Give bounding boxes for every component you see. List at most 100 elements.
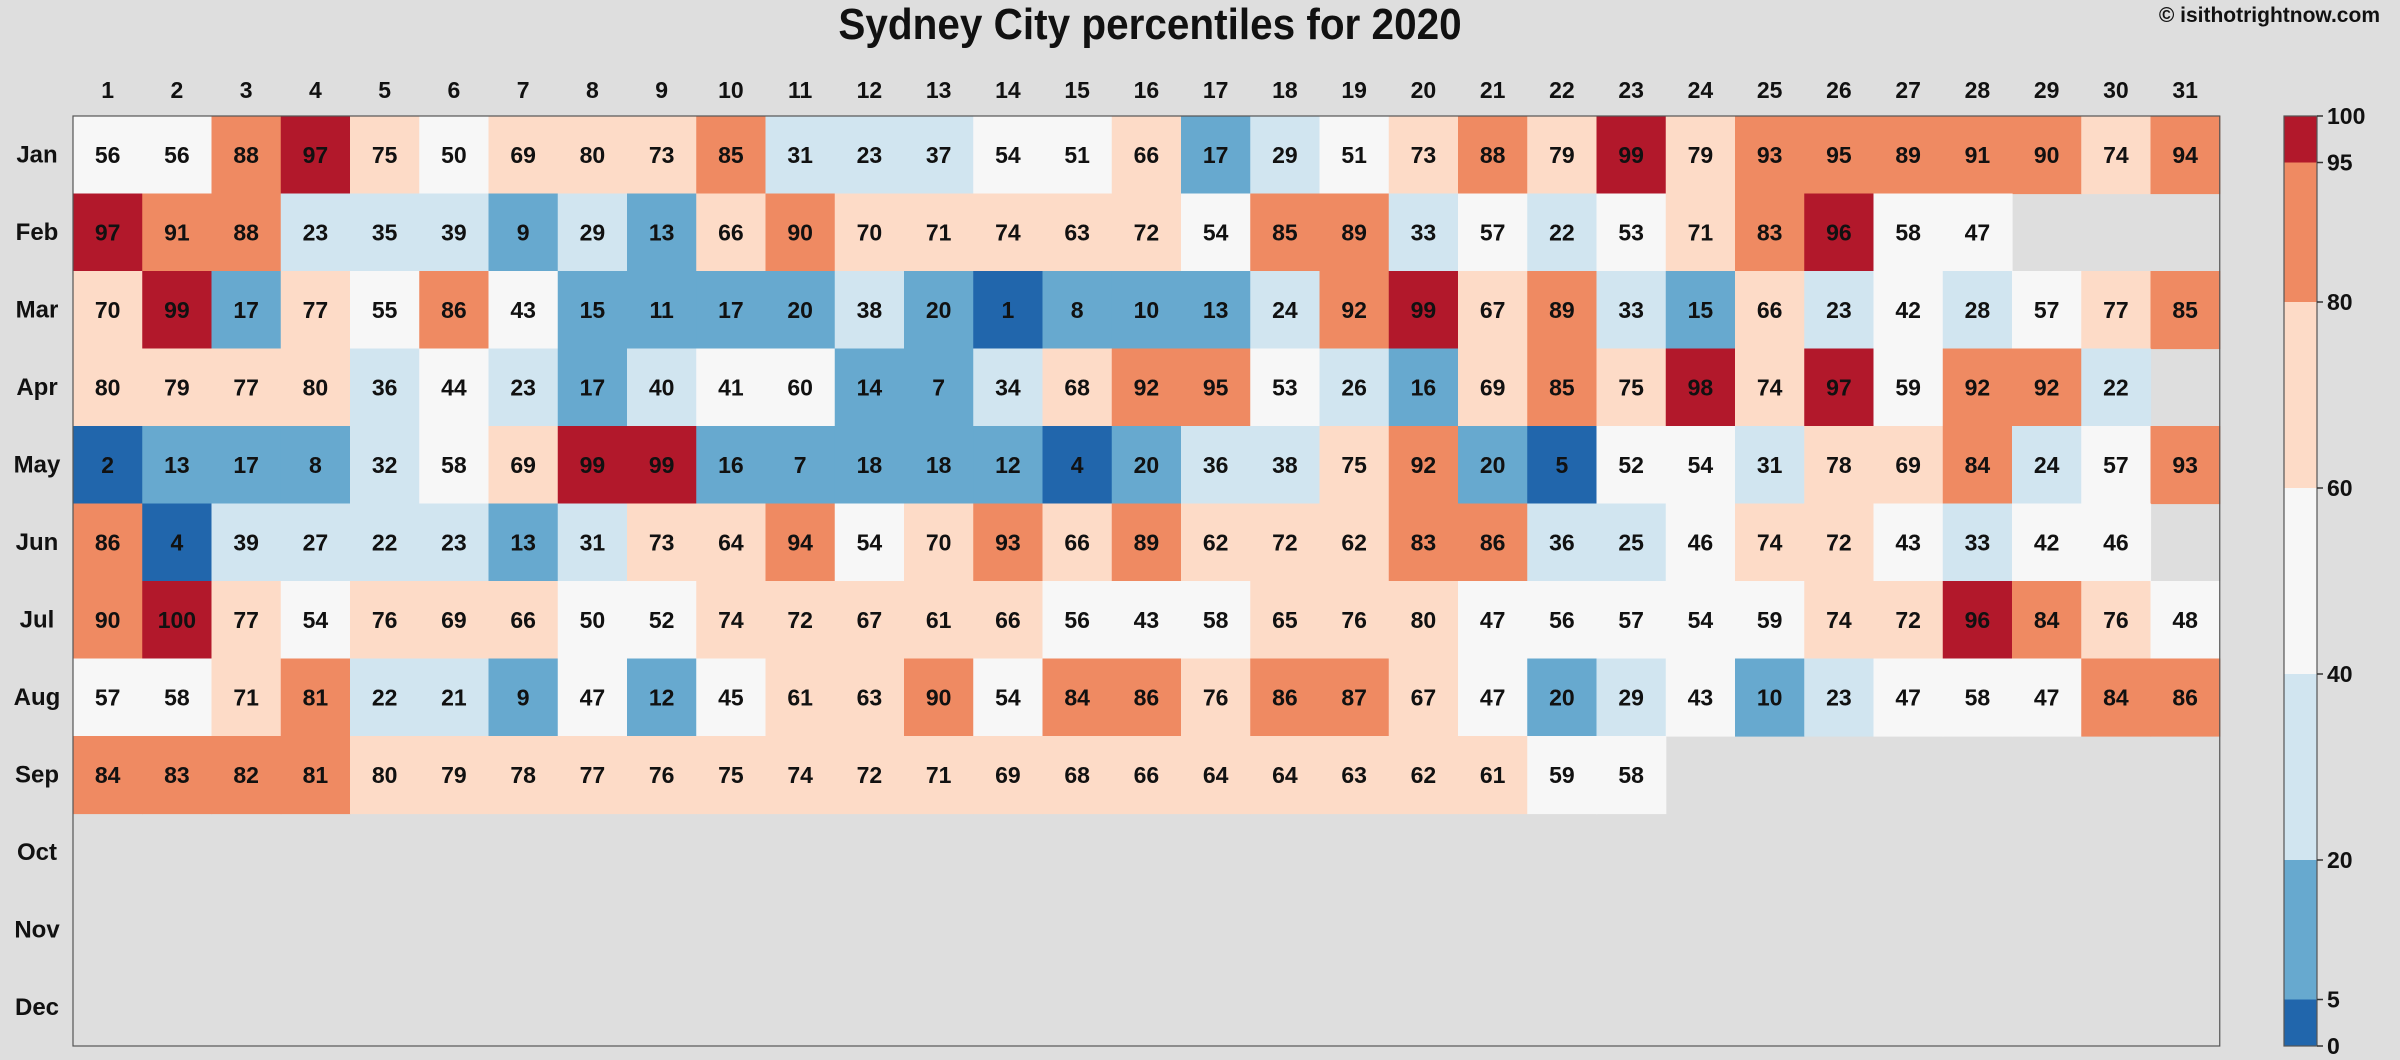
cell-value-label: 21 bbox=[441, 684, 467, 710]
cell-value-label: 68 bbox=[1064, 374, 1090, 400]
cell-value-label: 68 bbox=[1064, 762, 1090, 788]
heatmap-cell bbox=[1042, 581, 1113, 660]
cell-value-label: 71 bbox=[1688, 219, 1714, 245]
cell-value-label: 92 bbox=[1965, 374, 1991, 400]
colorbar-tick-label: 20 bbox=[2327, 847, 2353, 873]
heatmap-cell bbox=[73, 193, 143, 272]
heatmap-cell bbox=[280, 116, 351, 195]
heatmap-cell bbox=[1942, 426, 2013, 505]
heatmap-cell bbox=[696, 116, 767, 195]
cell-value-label: 83 bbox=[1411, 529, 1437, 555]
heatmap-cell bbox=[1111, 193, 1182, 272]
cell-value-label: 7 bbox=[794, 452, 807, 478]
heatmap-cell bbox=[73, 658, 143, 737]
heatmap-cell bbox=[211, 271, 282, 350]
heatmap-cell bbox=[419, 426, 490, 505]
heatmap-cell bbox=[904, 426, 974, 505]
heatmap-cell bbox=[1111, 426, 1182, 505]
cell-value-label: 71 bbox=[926, 219, 952, 245]
heatmap-cell bbox=[2012, 503, 2082, 582]
cell-value-label: 36 bbox=[1549, 529, 1575, 555]
cell-value-label: 13 bbox=[164, 452, 190, 478]
heatmap-cell bbox=[1804, 116, 1875, 195]
cell-value-label: 23 bbox=[1826, 297, 1852, 323]
heatmap-cell bbox=[2150, 581, 2221, 660]
cell-value-label: 79 bbox=[164, 374, 190, 400]
day-tick-label: 13 bbox=[926, 77, 952, 103]
cell-value-label: 66 bbox=[1134, 142, 1160, 168]
cell-value-label: 61 bbox=[926, 607, 952, 633]
heatmap-cell bbox=[2081, 658, 2152, 737]
cell-value-label: 86 bbox=[1480, 529, 1506, 555]
heatmap-cell bbox=[1181, 116, 1251, 195]
cell-value-label: 67 bbox=[1411, 684, 1437, 710]
heatmap-cell bbox=[1527, 271, 1598, 350]
heatmap-cell bbox=[280, 658, 351, 737]
heatmap-cell bbox=[1111, 736, 1182, 815]
cell-value-label: 99 bbox=[649, 452, 675, 478]
heatmap-cell bbox=[1250, 736, 1321, 815]
heatmap-cell bbox=[1596, 116, 1667, 195]
cell-value-label: 77 bbox=[580, 762, 606, 788]
cell-value-label: 23 bbox=[441, 529, 467, 555]
month-tick-label: Oct bbox=[17, 839, 57, 866]
heatmap-cell bbox=[1319, 426, 1390, 505]
heatmap-cell bbox=[765, 426, 836, 505]
heatmap-cell bbox=[2081, 348, 2152, 427]
cell-value-label: 47 bbox=[1895, 684, 1921, 710]
cell-value-label: 92 bbox=[2034, 374, 2060, 400]
cell-value-label: 59 bbox=[1895, 374, 1921, 400]
day-tick-label: 23 bbox=[1618, 77, 1644, 103]
cell-value-label: 65 bbox=[1272, 607, 1298, 633]
cell-value-label: 39 bbox=[233, 529, 259, 555]
cell-value-label: 22 bbox=[1549, 219, 1575, 245]
cell-value-label: 92 bbox=[1341, 297, 1367, 323]
colorbar-tick-label: 80 bbox=[2327, 289, 2353, 315]
heatmap-cell bbox=[1873, 581, 1944, 660]
heatmap-cell bbox=[1042, 503, 1113, 582]
cell-value-label: 80 bbox=[1411, 607, 1437, 633]
cell-value-label: 10 bbox=[1134, 297, 1160, 323]
cell-value-label: 38 bbox=[1272, 452, 1298, 478]
heatmap-cell bbox=[211, 503, 282, 582]
heatmap-cell bbox=[834, 426, 905, 505]
cell-value-label: 8 bbox=[309, 452, 322, 478]
heatmap-cell bbox=[73, 581, 143, 660]
heatmap-cell bbox=[280, 503, 351, 582]
heatmap-cell bbox=[211, 736, 282, 815]
cell-value-label: 26 bbox=[1341, 374, 1367, 400]
cell-value-label: 96 bbox=[1826, 219, 1852, 245]
cell-value-label: 83 bbox=[164, 762, 190, 788]
cell-value-label: 58 bbox=[1618, 762, 1644, 788]
heatmap-cell bbox=[696, 503, 767, 582]
day-tick-label: 25 bbox=[1757, 77, 1783, 103]
heatmap-cell bbox=[973, 193, 1044, 272]
cell-value-label: 32 bbox=[372, 452, 398, 478]
cell-value-label: 42 bbox=[1895, 297, 1921, 323]
cell-value-label: 45 bbox=[718, 684, 744, 710]
heatmap-cell bbox=[834, 503, 905, 582]
cell-value-label: 13 bbox=[1203, 297, 1229, 323]
heatmap-cell bbox=[834, 581, 905, 660]
cell-value-label: 85 bbox=[2172, 297, 2198, 323]
cell-value-label: 62 bbox=[1411, 762, 1437, 788]
heatmap-cell bbox=[1873, 503, 1944, 582]
cell-value-label: 58 bbox=[1203, 607, 1229, 633]
heatmap-cell bbox=[280, 581, 351, 660]
cell-value-label: 85 bbox=[1272, 219, 1298, 245]
heatmap-cell bbox=[1458, 503, 1528, 582]
cell-value-label: 93 bbox=[1757, 142, 1783, 168]
cell-value-label: 54 bbox=[995, 684, 1021, 710]
heatmap-cell bbox=[2012, 116, 2082, 195]
heatmap-cell bbox=[765, 116, 836, 195]
heatmap-cell bbox=[1319, 116, 1390, 195]
cell-value-label: 74 bbox=[995, 219, 1021, 245]
cell-value-label: 66 bbox=[510, 607, 536, 633]
heatmap-cell bbox=[1458, 271, 1528, 350]
colorbar-segment bbox=[2284, 999, 2317, 1046]
heatmap-cell bbox=[1527, 503, 1598, 582]
cell-value-label: 55 bbox=[372, 297, 398, 323]
month-tick-label: Nov bbox=[14, 916, 60, 943]
cell-value-label: 1 bbox=[1001, 297, 1014, 323]
heatmap-cell bbox=[419, 736, 490, 815]
